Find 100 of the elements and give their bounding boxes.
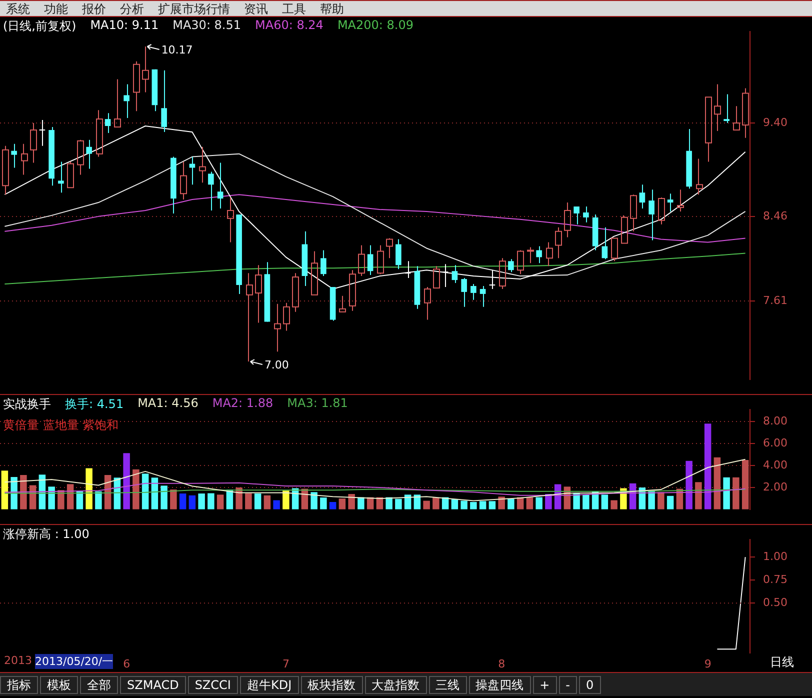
candlestick bbox=[470, 284, 476, 300]
text: 全部 bbox=[80, 676, 118, 694]
bar bbox=[179, 494, 186, 510]
y-tick-label: 0.75 bbox=[763, 572, 788, 586]
bar bbox=[338, 498, 346, 510]
candlestick bbox=[639, 184, 646, 209]
candlestick bbox=[724, 94, 730, 124]
bar bbox=[142, 474, 149, 510]
text: 扩展市场行情 bbox=[157, 0, 231, 16]
candlestick bbox=[133, 60, 140, 112]
bar bbox=[395, 498, 402, 510]
candlestick bbox=[86, 139, 92, 170]
y-tick-label: 8.00 bbox=[763, 414, 788, 428]
bar bbox=[386, 497, 392, 510]
annotation: 7.00 bbox=[264, 358, 289, 372]
candlestick bbox=[38, 120, 46, 146]
text: MA30: 8.51 bbox=[172, 18, 242, 34]
bar bbox=[470, 502, 477, 510]
candlestick bbox=[161, 70, 167, 132]
x-tick-label: 7 bbox=[282, 657, 290, 670]
candlestick bbox=[217, 162, 224, 209]
text: 换手: 4.51 bbox=[65, 396, 124, 413]
bar bbox=[245, 493, 252, 510]
candlestick bbox=[114, 78, 121, 128]
y-tick-label: 0.50 bbox=[763, 596, 788, 609]
candlestick bbox=[564, 202, 571, 238]
candlestick bbox=[227, 197, 234, 243]
text: + bbox=[532, 676, 557, 694]
candlestick bbox=[77, 139, 84, 176]
bar bbox=[508, 498, 514, 510]
candlestick bbox=[714, 84, 721, 132]
candlestick bbox=[339, 295, 346, 312]
candlestick bbox=[583, 206, 589, 223]
candlestick bbox=[508, 258, 514, 273]
y-tick-label: 7.61 bbox=[763, 294, 788, 307]
candlestick bbox=[602, 226, 608, 260]
text: 大盘指数 bbox=[364, 676, 427, 694]
bar bbox=[282, 490, 290, 510]
text: 黄倍量 蓝地量 紫饱和 bbox=[3, 417, 120, 434]
candlestick bbox=[742, 88, 749, 138]
candlestick bbox=[480, 285, 486, 308]
bar bbox=[666, 496, 674, 510]
text: 功能 bbox=[43, 0, 69, 16]
bar bbox=[526, 497, 534, 510]
bar bbox=[123, 453, 130, 510]
x-tick-label: 6 bbox=[123, 657, 130, 670]
bar bbox=[216, 494, 224, 510]
candlestick bbox=[180, 161, 187, 200]
candlestick bbox=[667, 193, 674, 212]
candlestick bbox=[283, 302, 290, 332]
candlestick bbox=[396, 238, 402, 270]
bar bbox=[423, 500, 430, 510]
candlestick bbox=[311, 250, 318, 296]
bar bbox=[160, 486, 168, 510]
bar bbox=[86, 468, 92, 510]
text: MA2: 1.88 bbox=[212, 396, 274, 412]
text: 超牛KDJ bbox=[240, 676, 299, 694]
bar bbox=[536, 497, 542, 510]
candlestick bbox=[404, 260, 412, 279]
bar bbox=[208, 493, 214, 510]
text: MA3: 1.81 bbox=[287, 396, 348, 412]
bar bbox=[686, 460, 692, 510]
candlestick bbox=[424, 286, 431, 320]
text: 涨停新高 : 1.00 bbox=[3, 526, 90, 543]
text: 帮助 bbox=[319, 0, 345, 16]
bar bbox=[310, 492, 318, 510]
candlestick bbox=[274, 303, 281, 352]
bar bbox=[132, 469, 140, 510]
candlestick bbox=[2, 145, 9, 196]
bar bbox=[170, 490, 177, 510]
x-tick-label: 8 bbox=[498, 657, 506, 670]
y-tick-label: 8.46 bbox=[763, 209, 788, 222]
candlestick bbox=[199, 146, 206, 184]
candlestick bbox=[58, 161, 64, 194]
candlestick bbox=[96, 110, 103, 158]
text: 0 bbox=[579, 676, 601, 694]
candlestick bbox=[246, 272, 253, 362]
text: 日线 bbox=[770, 654, 794, 671]
chart-title: (日线,前复权) bbox=[3, 18, 76, 35]
candlestick bbox=[21, 143, 28, 176]
candlestick bbox=[386, 238, 393, 259]
bar bbox=[498, 496, 505, 510]
candlestick bbox=[705, 96, 712, 162]
bar bbox=[610, 500, 618, 510]
bar bbox=[742, 460, 749, 510]
y-tick-label: 6.00 bbox=[763, 436, 788, 450]
text: 2013 bbox=[4, 654, 32, 669]
bar bbox=[723, 477, 730, 510]
text: - bbox=[558, 676, 578, 694]
candlestick bbox=[367, 244, 374, 276]
bar bbox=[432, 498, 440, 510]
bar bbox=[273, 500, 280, 510]
text: 资讯 bbox=[243, 0, 269, 16]
bar bbox=[198, 494, 205, 510]
text: 模板 bbox=[40, 676, 78, 694]
y-tick-label: 2.00 bbox=[763, 480, 788, 494]
bar bbox=[545, 494, 552, 510]
candlestick bbox=[677, 189, 684, 212]
candlestick bbox=[255, 264, 262, 324]
bar bbox=[264, 495, 271, 510]
